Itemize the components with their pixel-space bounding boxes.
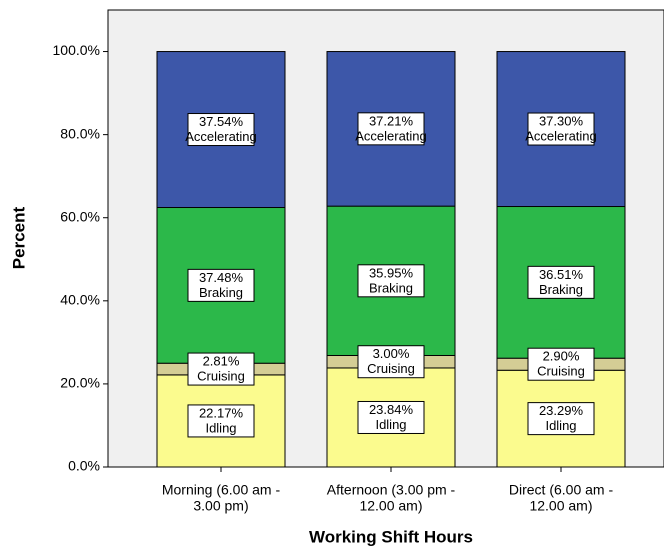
label-box — [527, 347, 595, 381]
x-tick-label: 12.00 am) — [529, 498, 592, 514]
x-tick-label: 12.00 am) — [359, 498, 422, 514]
data-label: 2.90% — [543, 349, 580, 364]
data-label-name: Cruising — [197, 368, 245, 383]
x-tick-label: 3.00 pm) — [193, 498, 248, 514]
y-tick-label: 20.0% — [60, 375, 100, 391]
data-label-name: Idling — [205, 420, 236, 435]
data-label: 37.21% — [369, 113, 414, 128]
label-box — [187, 404, 255, 438]
label-box — [187, 113, 255, 147]
data-label-name: Braking — [199, 285, 243, 300]
data-label-name: Idling — [375, 417, 406, 432]
label-box — [187, 352, 255, 386]
x-tick-label: Afternoon (3.00 pm - — [327, 482, 456, 498]
y-tick-label: 100.0% — [53, 42, 100, 58]
data-label: 35.95% — [369, 265, 414, 280]
label-box — [357, 345, 425, 379]
data-label: 22.17% — [199, 405, 244, 420]
data-label-name: Cruising — [367, 361, 415, 376]
data-label-name: Accelerating — [525, 128, 597, 143]
data-label: 37.54% — [199, 114, 244, 129]
label-box — [527, 265, 595, 299]
y-tick-label: 40.0% — [60, 292, 100, 308]
y-tick-label: 0.0% — [68, 458, 100, 474]
label-box — [357, 112, 425, 146]
label-box — [357, 264, 425, 298]
data-label-name: Braking — [369, 280, 413, 295]
data-label: 3.00% — [373, 346, 410, 361]
data-label-name: Accelerating — [185, 129, 257, 144]
data-label-name: Accelerating — [355, 128, 427, 143]
data-label: 37.30% — [539, 113, 584, 128]
x-tick-label: Direct (6.00 am - — [509, 482, 614, 498]
x-tick-label: Morning (6.00 am - — [162, 482, 281, 498]
data-label: 2.81% — [203, 353, 240, 368]
label-box — [527, 112, 595, 146]
y-tick-label: 80.0% — [60, 125, 100, 141]
label-box — [357, 400, 425, 434]
data-label: 36.51% — [539, 267, 584, 282]
x-axis-title: Working Shift Hours — [309, 527, 473, 546]
data-label-name: Idling — [545, 418, 576, 433]
data-label: 23.84% — [369, 402, 414, 417]
label-box — [187, 268, 255, 302]
data-label-name: Cruising — [537, 364, 585, 379]
y-axis-title: Percent — [9, 206, 28, 269]
data-label: 23.29% — [539, 403, 584, 418]
y-tick-label: 60.0% — [60, 208, 100, 224]
data-label-name: Braking — [539, 282, 583, 297]
data-label: 37.48% — [199, 270, 244, 285]
label-box — [527, 402, 595, 436]
